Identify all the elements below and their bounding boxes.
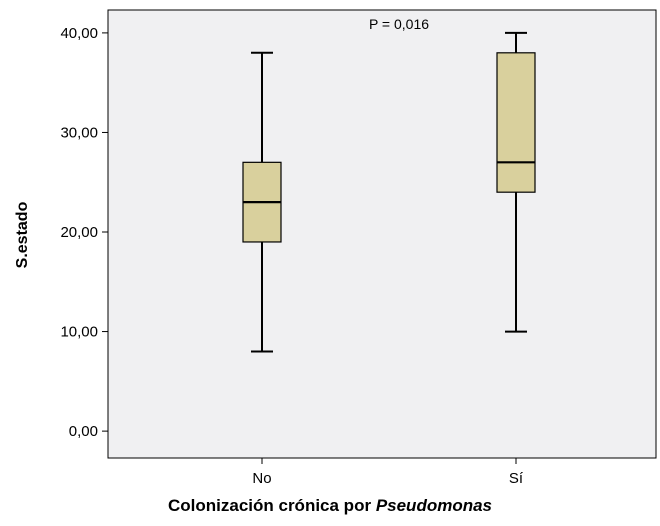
x-axis-label: Colonización crónica por Pseudomonas [0, 496, 660, 516]
y-tick-label-2: 20,00 [60, 224, 98, 241]
x-axis: No Sí [252, 458, 524, 487]
box-1 [496, 31, 536, 333]
y-tick-label-1: 10,00 [60, 324, 98, 341]
y-tick-label-3: 30,00 [60, 124, 98, 141]
boxes [242, 31, 536, 353]
y-tick-label-4: 40,00 [60, 25, 98, 42]
y-axis-label: S.estado [14, 201, 31, 268]
x-tick-label-0: No [252, 470, 271, 487]
box-0 [242, 51, 282, 353]
y-axis: 0,00 10,00 20,00 30,00 40,00 [60, 25, 108, 440]
x-axis-label-italic: Pseudomonas [375, 496, 493, 515]
plot-area [107, 9, 657, 459]
x-tick-label-1: Sí [509, 470, 524, 487]
iqr-box [496, 52, 536, 193]
y-tick-label-0: 0,00 [69, 423, 98, 440]
p-value-annotation: P = 0,016 [369, 16, 429, 32]
x-axis-label-main: Colonización crónica por [167, 496, 372, 515]
